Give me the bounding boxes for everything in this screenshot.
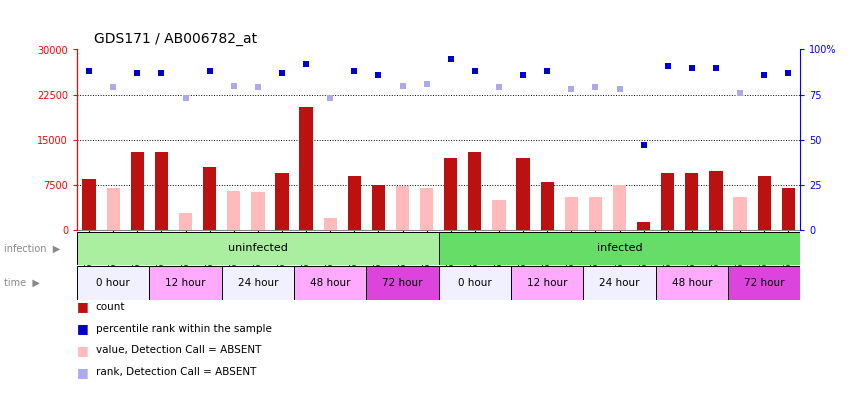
Bar [294,266,366,300]
Bar [324,218,336,230]
Bar [734,197,746,230]
Bar [613,185,626,230]
Text: 48 hour: 48 hour [310,278,350,288]
Bar [420,188,433,230]
Bar [150,266,222,300]
Bar [656,266,728,300]
Text: 72 hour: 72 hour [744,278,784,288]
Text: 0 hour: 0 hour [97,278,130,288]
Bar [686,173,698,230]
Bar [511,266,584,300]
Text: 48 hour: 48 hour [672,278,712,288]
Text: 24 hour: 24 hour [238,278,278,288]
Bar [492,200,506,230]
Text: 12 hour: 12 hour [527,278,568,288]
Bar [179,213,192,230]
Bar [203,167,217,230]
Bar [637,223,651,230]
Text: ■: ■ [77,366,89,379]
Bar [366,266,438,300]
Text: count: count [96,302,125,312]
Bar [661,173,675,230]
Text: GDS171 / AB006782_at: GDS171 / AB006782_at [94,32,258,46]
Text: ■: ■ [77,301,89,313]
Text: time  ▶: time ▶ [4,278,40,288]
Bar [252,192,265,230]
Bar [541,182,554,230]
Bar [300,107,312,230]
Bar [782,188,795,230]
Bar [516,158,530,230]
Bar [227,190,241,230]
Bar [107,188,120,230]
Bar [728,266,800,300]
Text: rank, Detection Call = ABSENT: rank, Detection Call = ABSENT [96,367,256,377]
Text: percentile rank within the sample: percentile rank within the sample [96,324,271,334]
Text: ■: ■ [77,344,89,357]
Bar [77,232,439,265]
Bar [82,179,96,230]
Bar [444,158,457,230]
Text: infection  ▶: infection ▶ [4,244,61,253]
Text: value, Detection Call = ABSENT: value, Detection Call = ABSENT [96,345,261,356]
Text: uninfected: uninfected [228,244,288,253]
Bar [710,171,722,230]
Bar [222,266,294,300]
Bar [438,232,800,265]
Text: 72 hour: 72 hour [383,278,423,288]
Text: 24 hour: 24 hour [599,278,639,288]
Bar [372,185,385,230]
Bar [438,266,511,300]
Bar [584,266,656,300]
Bar [77,266,149,300]
Bar [565,197,578,230]
Bar [155,152,168,230]
Bar [276,173,288,230]
Bar [468,152,481,230]
Bar [131,152,144,230]
Text: infected: infected [597,244,642,253]
Bar [396,187,409,230]
Text: 12 hour: 12 hour [165,278,205,288]
Text: 0 hour: 0 hour [458,278,491,288]
Bar [758,175,770,230]
Text: ■: ■ [77,322,89,335]
Bar [589,197,602,230]
Bar [348,175,361,230]
